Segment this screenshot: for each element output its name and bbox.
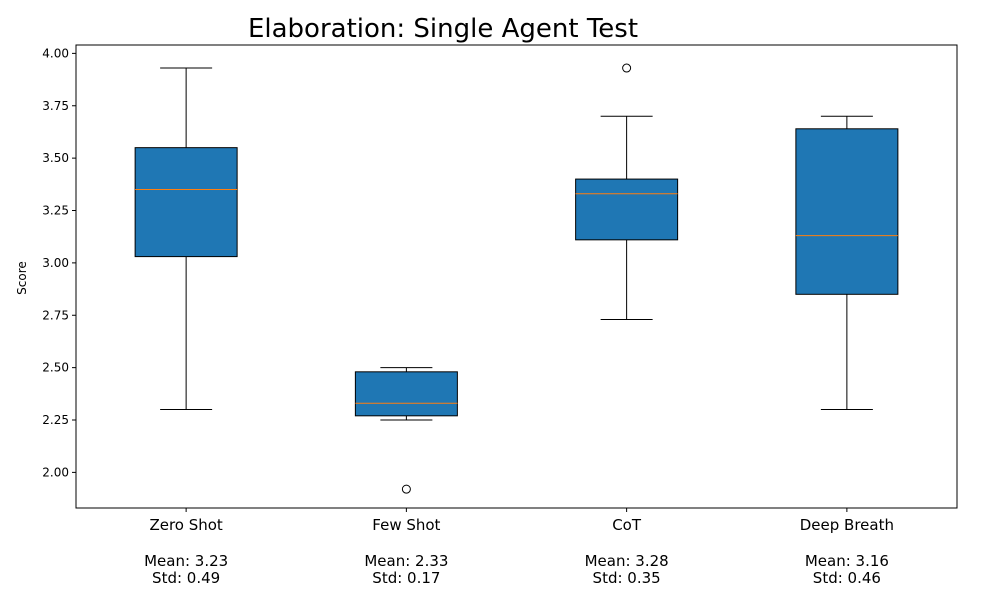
y-tick-label: 2.50 (42, 361, 69, 375)
box-group (134, 67, 238, 411)
y-tick-label: 4.00 (42, 46, 69, 60)
y-axis: 2.00 2.25 2.50 2.75 3.00 3.25 3.50 3.75 4.00 (42, 46, 76, 479)
mean-label: Mean: 3.16 (805, 552, 889, 570)
y-tick-label: 2.75 (42, 308, 69, 322)
std-label: Std: 0.35 (593, 569, 661, 587)
box (354, 371, 458, 417)
mean-label: Mean: 2.33 (364, 552, 448, 570)
chart-title: Elaboration: Single Agent Test (248, 14, 638, 44)
y-tick-label: 2.00 (42, 465, 69, 479)
outlier-point (401, 484, 411, 494)
category-label: CoT (612, 516, 642, 534)
outlier-point (622, 63, 632, 73)
mean-label: Mean: 3.28 (585, 552, 669, 570)
std-label: Std: 0.17 (372, 569, 440, 587)
y-tick-label: 3.25 (42, 204, 69, 218)
category-label: Deep Breath (800, 516, 894, 534)
box (134, 147, 238, 258)
box (795, 128, 899, 295)
box-group (795, 115, 899, 411)
box-group (354, 367, 458, 494)
box (575, 178, 679, 241)
plot-area (134, 63, 899, 494)
y-tick-label: 3.50 (42, 151, 69, 165)
plot-frame (75, 44, 958, 509)
y-axis-label: Score (15, 261, 29, 295)
category-label: Few Shot (372, 516, 440, 534)
y-tick-label: 2.25 (42, 413, 69, 427)
box-group (575, 63, 679, 320)
y-tick-label: 3.00 (42, 256, 69, 270)
std-label: Std: 0.46 (813, 569, 881, 587)
y-tick-label: 3.75 (42, 99, 69, 113)
category-label: Zero Shot (149, 516, 222, 534)
mean-label: Mean: 3.23 (144, 552, 228, 570)
std-label: Std: 0.49 (152, 569, 220, 587)
